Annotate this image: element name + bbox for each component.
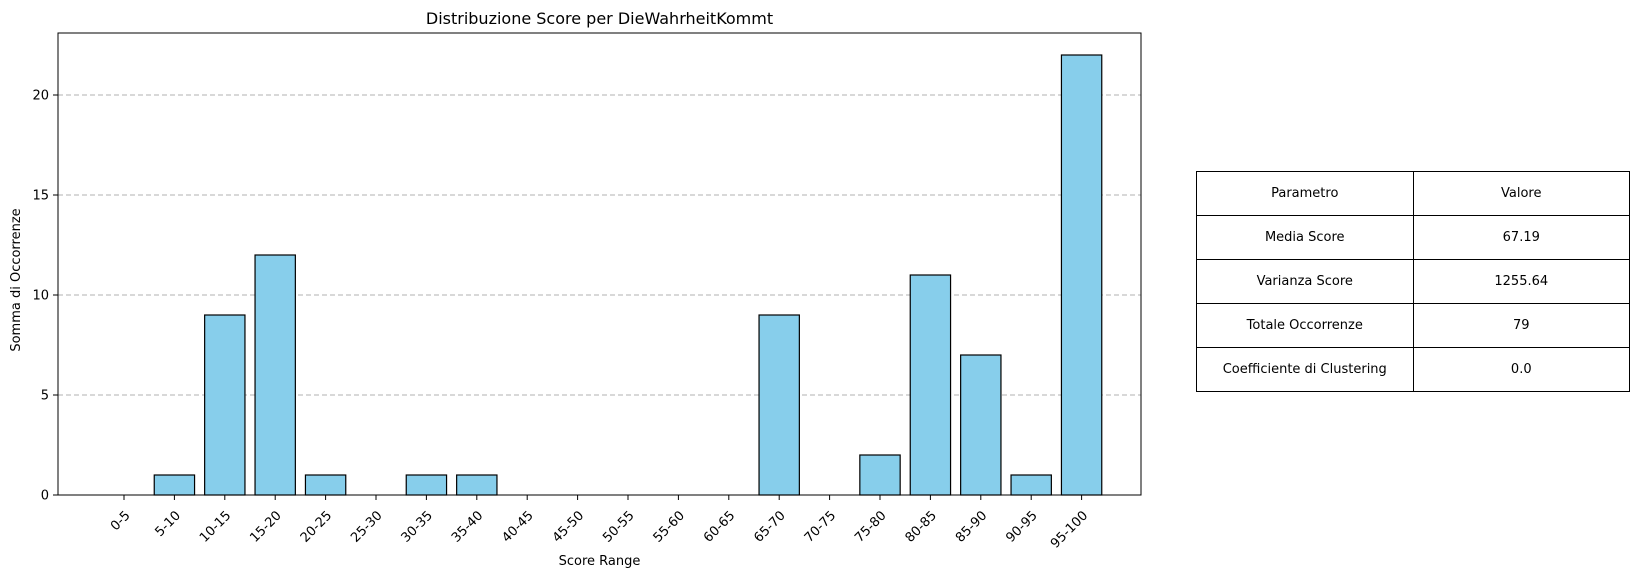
x-tick-label: 5-10: [152, 508, 183, 539]
bar-75-80: [859, 454, 901, 496]
bar-85-90: [960, 354, 1002, 496]
x-tick-label: 40-45: [499, 508, 536, 545]
y-tick-label: 0: [41, 489, 49, 504]
table-cell-value: 1255.64: [1412, 259, 1631, 304]
x-tick-label: 70-75: [802, 508, 839, 545]
x-tick-label: 85-90: [953, 508, 990, 545]
x-tick-label: 10-15: [197, 508, 234, 545]
table-header-param: Parametro: [1196, 171, 1414, 216]
x-axis-ticks: 0-5 5-10 10-15 15-20 20-25 25-30 30-35 35-40 40-…: [108, 495, 1091, 552]
x-tick-label: 20-25: [298, 508, 335, 545]
bar-10-15: [204, 314, 246, 496]
bar-80-85: [909, 274, 952, 496]
x-tick-label: 95-100: [1048, 508, 1091, 551]
x-tick-label: 35-40: [449, 508, 486, 545]
bar-30-35: [405, 474, 448, 496]
table-cell-value: 79: [1412, 303, 1631, 348]
y-tick-label: 10: [32, 289, 49, 304]
x-tick-label: 15-20: [247, 508, 284, 545]
bar-95-100: [1060, 54, 1103, 496]
y-tick-label: 20: [32, 89, 49, 104]
x-tick-label: 80-85: [903, 508, 940, 545]
table-header-row: Parametro Valore: [1196, 171, 1631, 216]
table-cell-value: 0.0: [1412, 347, 1631, 392]
table-row: Coefficiente di Clustering 0.0: [1196, 347, 1631, 392]
bar-90-95: [1010, 474, 1052, 496]
table-row: Totale Occorrenze 79: [1196, 303, 1631, 348]
x-tick-label: 50-55: [600, 508, 637, 545]
x-tick-label: 75-80: [852, 508, 889, 545]
table-row: Media Score 67.19: [1196, 215, 1631, 260]
table-header-value: Valore: [1412, 171, 1631, 216]
x-tick-label: 55-60: [651, 508, 688, 545]
x-tick-label: 30-35: [399, 508, 436, 545]
table-row: Varianza Score 1255.64: [1196, 259, 1631, 304]
table-cell-value: 67.19: [1412, 215, 1631, 260]
y-tick-label: 15: [32, 189, 49, 204]
y-axis-ticks: 0 5 10 15 20: [32, 89, 58, 504]
table-cell-param: Media Score: [1196, 215, 1414, 260]
x-axis-label: Score Range: [559, 554, 641, 569]
bar-65-70: [758, 314, 800, 496]
bars: [153, 54, 1103, 496]
table-cell-param: Totale Occorrenze: [1196, 303, 1414, 348]
x-tick-label: 90-95: [1003, 508, 1040, 545]
chart-title: Distribuzione Score per DieWahrheitKommt: [426, 9, 773, 28]
x-tick-label: 25-30: [348, 508, 385, 545]
x-tick-label: 60-65: [701, 508, 738, 545]
x-tick-label: 65-70: [751, 508, 788, 545]
bar-20-25: [304, 474, 347, 496]
stats-table: Parametro Valore Media Score 67.19 Varia…: [1196, 171, 1631, 392]
y-axis-label: Somma di Occorrenze: [9, 208, 24, 351]
x-tick-label: 0-5: [108, 508, 134, 534]
x-tick-label: 45-50: [550, 508, 587, 545]
bar-5-10: [153, 474, 196, 496]
table-cell-param: Varianza Score: [1196, 259, 1414, 304]
plot-frame: [57, 32, 1142, 496]
table-cell-param: Coefficiente di Clustering: [1196, 347, 1414, 392]
y-tick-label: 5: [41, 389, 49, 404]
bar-15-20: [254, 254, 296, 496]
bar-35-40: [456, 474, 498, 496]
